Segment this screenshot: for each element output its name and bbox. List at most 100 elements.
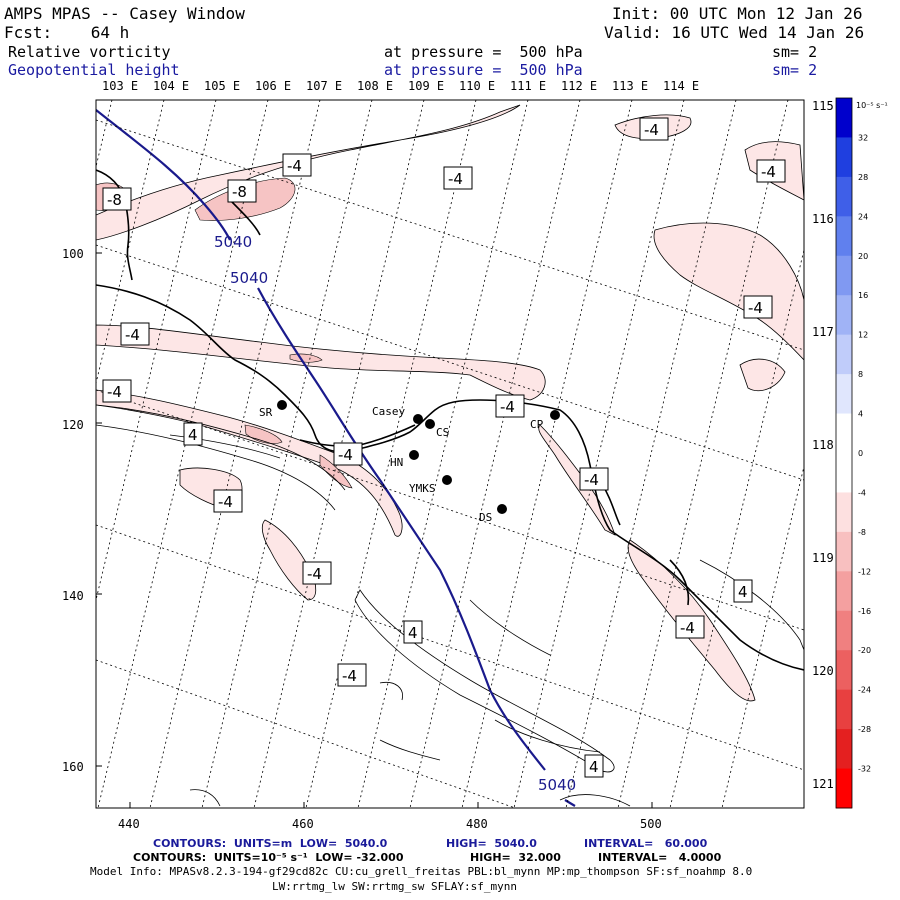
colorbar-swatch	[836, 689, 852, 730]
svg-text:CP: CP	[530, 418, 544, 431]
colorbar-level-label: 28	[858, 173, 868, 182]
vorticity-contour-label: 4	[584, 754, 604, 778]
meridian-line	[617, 100, 789, 808]
colorbar-swatch	[836, 650, 852, 691]
colorbar-level-label: 8	[858, 370, 863, 379]
station-ds[interactable]: DS	[479, 504, 507, 524]
height-contour-label: 5040	[538, 776, 576, 794]
vorticity-contour-label: -4	[213, 489, 243, 513]
svg-text:4: 4	[589, 758, 599, 776]
top-lon-label: 111 E	[510, 79, 546, 93]
station-ymks[interactable]: YMKS	[409, 475, 452, 495]
x-tick-label: 500	[640, 817, 662, 831]
contour-labels: 5040 5040 5040 -4 -4 -8 -8 -4 -4 -4 -4 -4 4 -4 -4 -4 -4 -…	[102, 117, 786, 794]
geopotential-contour-5040	[96, 109, 576, 807]
vorticity-contour-label: -4	[302, 561, 332, 585]
svg-text:-4: -4	[307, 565, 322, 583]
meridian-line	[201, 100, 373, 808]
svg-text:CS: CS	[436, 426, 449, 439]
parallel-line	[96, 659, 517, 808]
meridian-line	[461, 100, 633, 808]
colorbar-swatch	[836, 255, 852, 296]
colorbar-swatch	[836, 295, 852, 336]
colorbar-level-label: 32	[858, 133, 868, 142]
colorbar-level-label: -4	[858, 488, 866, 497]
vorticity-contour-label: -8	[227, 179, 257, 203]
vorticity-contour-label: -4	[333, 442, 363, 466]
colorbar-level-label: -20	[858, 646, 871, 655]
top-lon-label: 109 E	[408, 79, 444, 93]
svg-text:DS: DS	[479, 511, 492, 524]
vorticity-contour-label: 4	[403, 620, 423, 644]
colorbar-swatch	[836, 216, 852, 257]
colorbar-swatch	[836, 531, 852, 572]
top-lon-label: 105 E	[204, 79, 240, 93]
meridian-line	[669, 248, 804, 808]
colorbar-swatch	[836, 98, 852, 138]
top-lon-label: 110 E	[459, 79, 495, 93]
meridian-line	[149, 100, 321, 808]
meridian-line	[565, 100, 737, 808]
colorbar-swatch	[836, 137, 852, 178]
colorbar-swatch	[836, 176, 852, 217]
svg-text:-4: -4	[584, 471, 599, 489]
station-cs[interactable]: CS	[425, 419, 449, 439]
colorbar-unit: 10⁻⁵ s⁻¹	[856, 101, 888, 110]
footer-vort-high: HIGH= 32.000	[470, 851, 561, 864]
x-tick-label: 480	[466, 817, 488, 831]
svg-text:-4: -4	[448, 170, 463, 188]
station-casey[interactable]: Casey	[372, 405, 423, 424]
colorbar-level-label: 0	[858, 449, 863, 458]
colorbar-level-label: -32	[858, 765, 871, 774]
vorticity-contour-label: -4	[102, 379, 132, 403]
svg-text:-4: -4	[342, 667, 357, 685]
y-tick-label: 160	[62, 760, 84, 774]
vorticity-contour-label: -4	[756, 159, 786, 183]
colorbar-swatch	[836, 413, 852, 454]
colorbar-level-label: 16	[858, 291, 868, 300]
colorbar-level-label: -28	[858, 725, 871, 734]
x-tick-label: 440	[118, 817, 140, 831]
colorbar-swatch	[836, 374, 852, 415]
meridian-line	[357, 100, 529, 808]
station-hn[interactable]: HN	[390, 450, 419, 469]
footer-height-contours: CONTOURS: UNITS=m LOW= 5040.0	[153, 837, 388, 850]
vorticity-contour-label: -4	[495, 394, 525, 418]
vorticity-contour-label: -4	[282, 153, 312, 177]
svg-text:-4: -4	[218, 493, 233, 511]
meridian-line	[97, 100, 269, 808]
svg-text:-4: -4	[680, 619, 695, 637]
meridian-line	[305, 100, 477, 808]
colorbar-swatch	[836, 334, 852, 375]
vorticity-contour-label: -4	[579, 467, 609, 491]
footer-vort-contours: CONTOURS: UNITS=10⁻⁵ s⁻¹ LOW= -32.000	[133, 851, 404, 864]
y-tick-label: 140	[62, 589, 84, 603]
svg-text:-4: -4	[644, 121, 659, 139]
meridian-line	[253, 100, 425, 808]
field1-name: Relative vorticity	[8, 43, 171, 61]
x-tick-label: 460	[292, 817, 314, 831]
colorbar: 10⁻⁵ s⁻¹ 32 28 24 20 16 12 8 4 0 -4 -8 -12 -16 -20 -24 -…	[835, 97, 888, 809]
station-cp[interactable]: CP	[530, 410, 560, 431]
svg-text:-8: -8	[232, 183, 247, 201]
svg-text:YMKS: YMKS	[409, 482, 436, 495]
svg-text:4: 4	[408, 624, 418, 642]
colorbar-level-label: -12	[858, 567, 871, 576]
svg-text:-4: -4	[107, 383, 122, 401]
colorbar-swatch	[836, 492, 852, 533]
stations: Casey CS CP SR HN YMKS DS	[259, 400, 560, 524]
station-sr[interactable]: SR	[259, 400, 287, 419]
height-contour-label: 5040	[214, 233, 252, 251]
top-lon-label: 104 E	[153, 79, 189, 93]
header-init: Init: 00 UTC Mon 12 Jan 26	[612, 4, 863, 23]
svg-text:-4: -4	[338, 446, 353, 464]
header-forecast-hour: Fcst: 64 h	[4, 23, 130, 42]
footer-model-info: Model Info: MPASv8.2.3-194-gf29cd82c CU:…	[90, 865, 753, 878]
colorbar-level-label: 4	[858, 410, 863, 419]
y-tick-label: 100	[62, 247, 84, 261]
colorbar-level-label: -16	[858, 607, 871, 616]
colorbar-level-label: 24	[858, 212, 868, 221]
colorbar-swatch	[836, 453, 852, 493]
colorbar-level-label: -24	[858, 686, 871, 695]
